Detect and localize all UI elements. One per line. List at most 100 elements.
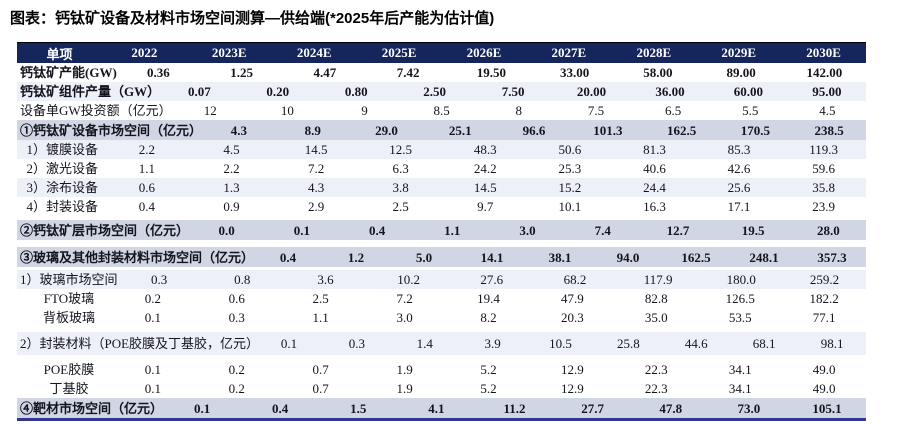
value-cell: 25.1 [448, 122, 472, 138]
value-cell: 59.6 [812, 161, 836, 176]
header-cell: 2025E [381, 45, 417, 60]
value-cell: 8.9 [304, 122, 321, 138]
value-cell: 49.0 [812, 362, 836, 377]
value-cell: 5.2 [480, 381, 497, 396]
value-cell: 6.3 [392, 161, 409, 176]
value-cell: 117.9 [643, 272, 673, 287]
value-cell: 0.2 [144, 291, 161, 306]
value-cell: 0.07 [187, 84, 211, 99]
value-cell: 0.4 [272, 400, 289, 416]
value-cell: 0.2 [228, 381, 245, 396]
value-cell: 2.9 [307, 199, 325, 214]
value-cell: 7.2 [307, 161, 325, 176]
value-cell: 29.0 [375, 122, 398, 138]
value-cell: 10 [280, 103, 294, 118]
value-cell: 12 [203, 103, 217, 118]
value-cell: 68.1 [752, 336, 776, 351]
value-cell: 34.1 [728, 362, 752, 377]
value-cell: 7.42 [396, 65, 420, 80]
value-cell: 0.2 [228, 362, 245, 377]
value-cell: 11.2 [503, 400, 526, 416]
value-cell: 0.3 [228, 310, 245, 325]
value-cell: 10.1 [558, 199, 582, 214]
header-cell: 2029E [721, 45, 757, 60]
value-cell: 4.47 [313, 65, 337, 80]
value-cell: 38.1 [548, 249, 572, 265]
value-cell: 0.6 [138, 180, 156, 195]
value-cell: 2.5 [312, 291, 329, 306]
header-cell: 2027E [551, 45, 587, 60]
value-cell: 4.1 [428, 400, 445, 416]
value-cell: 0.4 [138, 199, 156, 214]
table-row: FTO玻璃 0.2 0.6 2.5 7.2 19.4 47.9 82.8 126.5 182.2 [17, 289, 866, 308]
header-cell: 2028E [636, 45, 672, 60]
value-cell: 259.2 [809, 272, 840, 287]
value-cell: 23.9 [812, 199, 836, 214]
row-label: 4）封装设备 [26, 199, 99, 214]
value-cell: 0.1 [144, 362, 161, 377]
value-cell: 49.0 [812, 381, 836, 396]
value-cell: 0.36 [147, 65, 170, 80]
row-label: ②钙钛矿层市场空间（亿元） [20, 222, 190, 238]
value-cell: 8.5 [433, 103, 450, 118]
value-cell: 96.6 [522, 122, 546, 138]
header-cell: 2022 [131, 45, 158, 60]
value-cell: 28.0 [817, 222, 840, 238]
value-cell: 0.1 [193, 400, 211, 416]
value-cell: 101.3 [593, 122, 623, 138]
value-cell: 34.1 [728, 381, 752, 396]
value-cell: 2.2 [223, 161, 240, 176]
value-cell: 162.5 [666, 122, 697, 138]
row-label: ③玻璃及其他封装材料市场空间（亿元） [20, 249, 255, 265]
data-table: 单项 2022 2023E 2024E 2025E 2026E 2027E 2028E 2029… [17, 42, 866, 421]
value-cell: 25.6 [727, 180, 751, 195]
value-cell: 22.3 [644, 381, 668, 396]
value-cell: 4.3 [230, 122, 248, 138]
value-cell: 47.8 [659, 400, 683, 416]
header-cell: 2026E [466, 45, 502, 60]
value-cell: 1.5 [350, 400, 367, 416]
value-cell: 15.2 [558, 180, 582, 195]
value-cell: 35.0 [644, 310, 668, 325]
value-cell: 1.1 [444, 222, 461, 238]
value-cell: 0.7 [312, 362, 329, 377]
value-cell: 170.5 [740, 122, 770, 138]
table-body: 钙钛矿产能(GW) 0.36 1.25 4.47 7.42 19.50 33.00 58.00… [17, 63, 866, 418]
value-cell: 81.3 [643, 142, 666, 157]
table-row: 2）封装材料（POE胶膜及丁基胶，亿元） 0.1 0.3 1.4 3.9 10.5 25.8… [17, 327, 866, 360]
value-cell: 180.0 [726, 272, 756, 287]
value-cell: 9.7 [477, 199, 494, 214]
value-cell: 60.00 [733, 84, 764, 99]
value-cell: 8 [515, 103, 523, 118]
value-cell: 182.2 [809, 291, 839, 306]
header-cell: 单项 [46, 46, 73, 62]
value-cell: 94.0 [616, 249, 640, 265]
value-cell: 0.3 [150, 272, 168, 287]
row-label: 钙钛矿组件产量（GW） [20, 84, 161, 99]
table-row: 丁基胶 0.1 0.2 0.7 1.9 5.2 12.9 22.3 34.1 49.0 [17, 379, 866, 398]
value-cell: 0.8 [234, 272, 251, 287]
value-cell: 20.00 [576, 84, 607, 99]
value-cell: 0.20 [266, 84, 290, 99]
value-cell: 7.50 [501, 84, 525, 99]
value-cell: 27.6 [480, 272, 504, 287]
table-row: ①钙钛矿设备市场空间（亿元） 4.3 8.9 29.0 25.1 96.6 101.3 162… [17, 120, 866, 140]
value-cell: 48.3 [473, 142, 497, 157]
value-cell: 35.8 [812, 180, 836, 195]
value-cell: 1.9 [396, 381, 413, 396]
row-label: 丁基胶 [49, 381, 89, 396]
table-row: 1）镀膜设备 2.2 4.5 14.5 12.5 48.3 50.6 81.3 85.3 119.… [17, 140, 866, 159]
value-cell: 2.5 [392, 199, 409, 214]
value-cell: 82.8 [644, 291, 668, 306]
value-cell: 24.4 [643, 180, 666, 195]
value-cell: 89.00 [726, 65, 756, 80]
value-cell: 12.9 [561, 362, 584, 377]
value-cell: 5.0 [415, 249, 433, 265]
value-cell: 1.9 [396, 362, 413, 377]
value-cell: 19.4 [477, 291, 500, 306]
value-cell: 238.5 [814, 122, 844, 138]
value-cell: 357.3 [817, 249, 847, 265]
value-cell: 0.3 [348, 336, 365, 351]
value-cell: 126.5 [725, 291, 755, 306]
